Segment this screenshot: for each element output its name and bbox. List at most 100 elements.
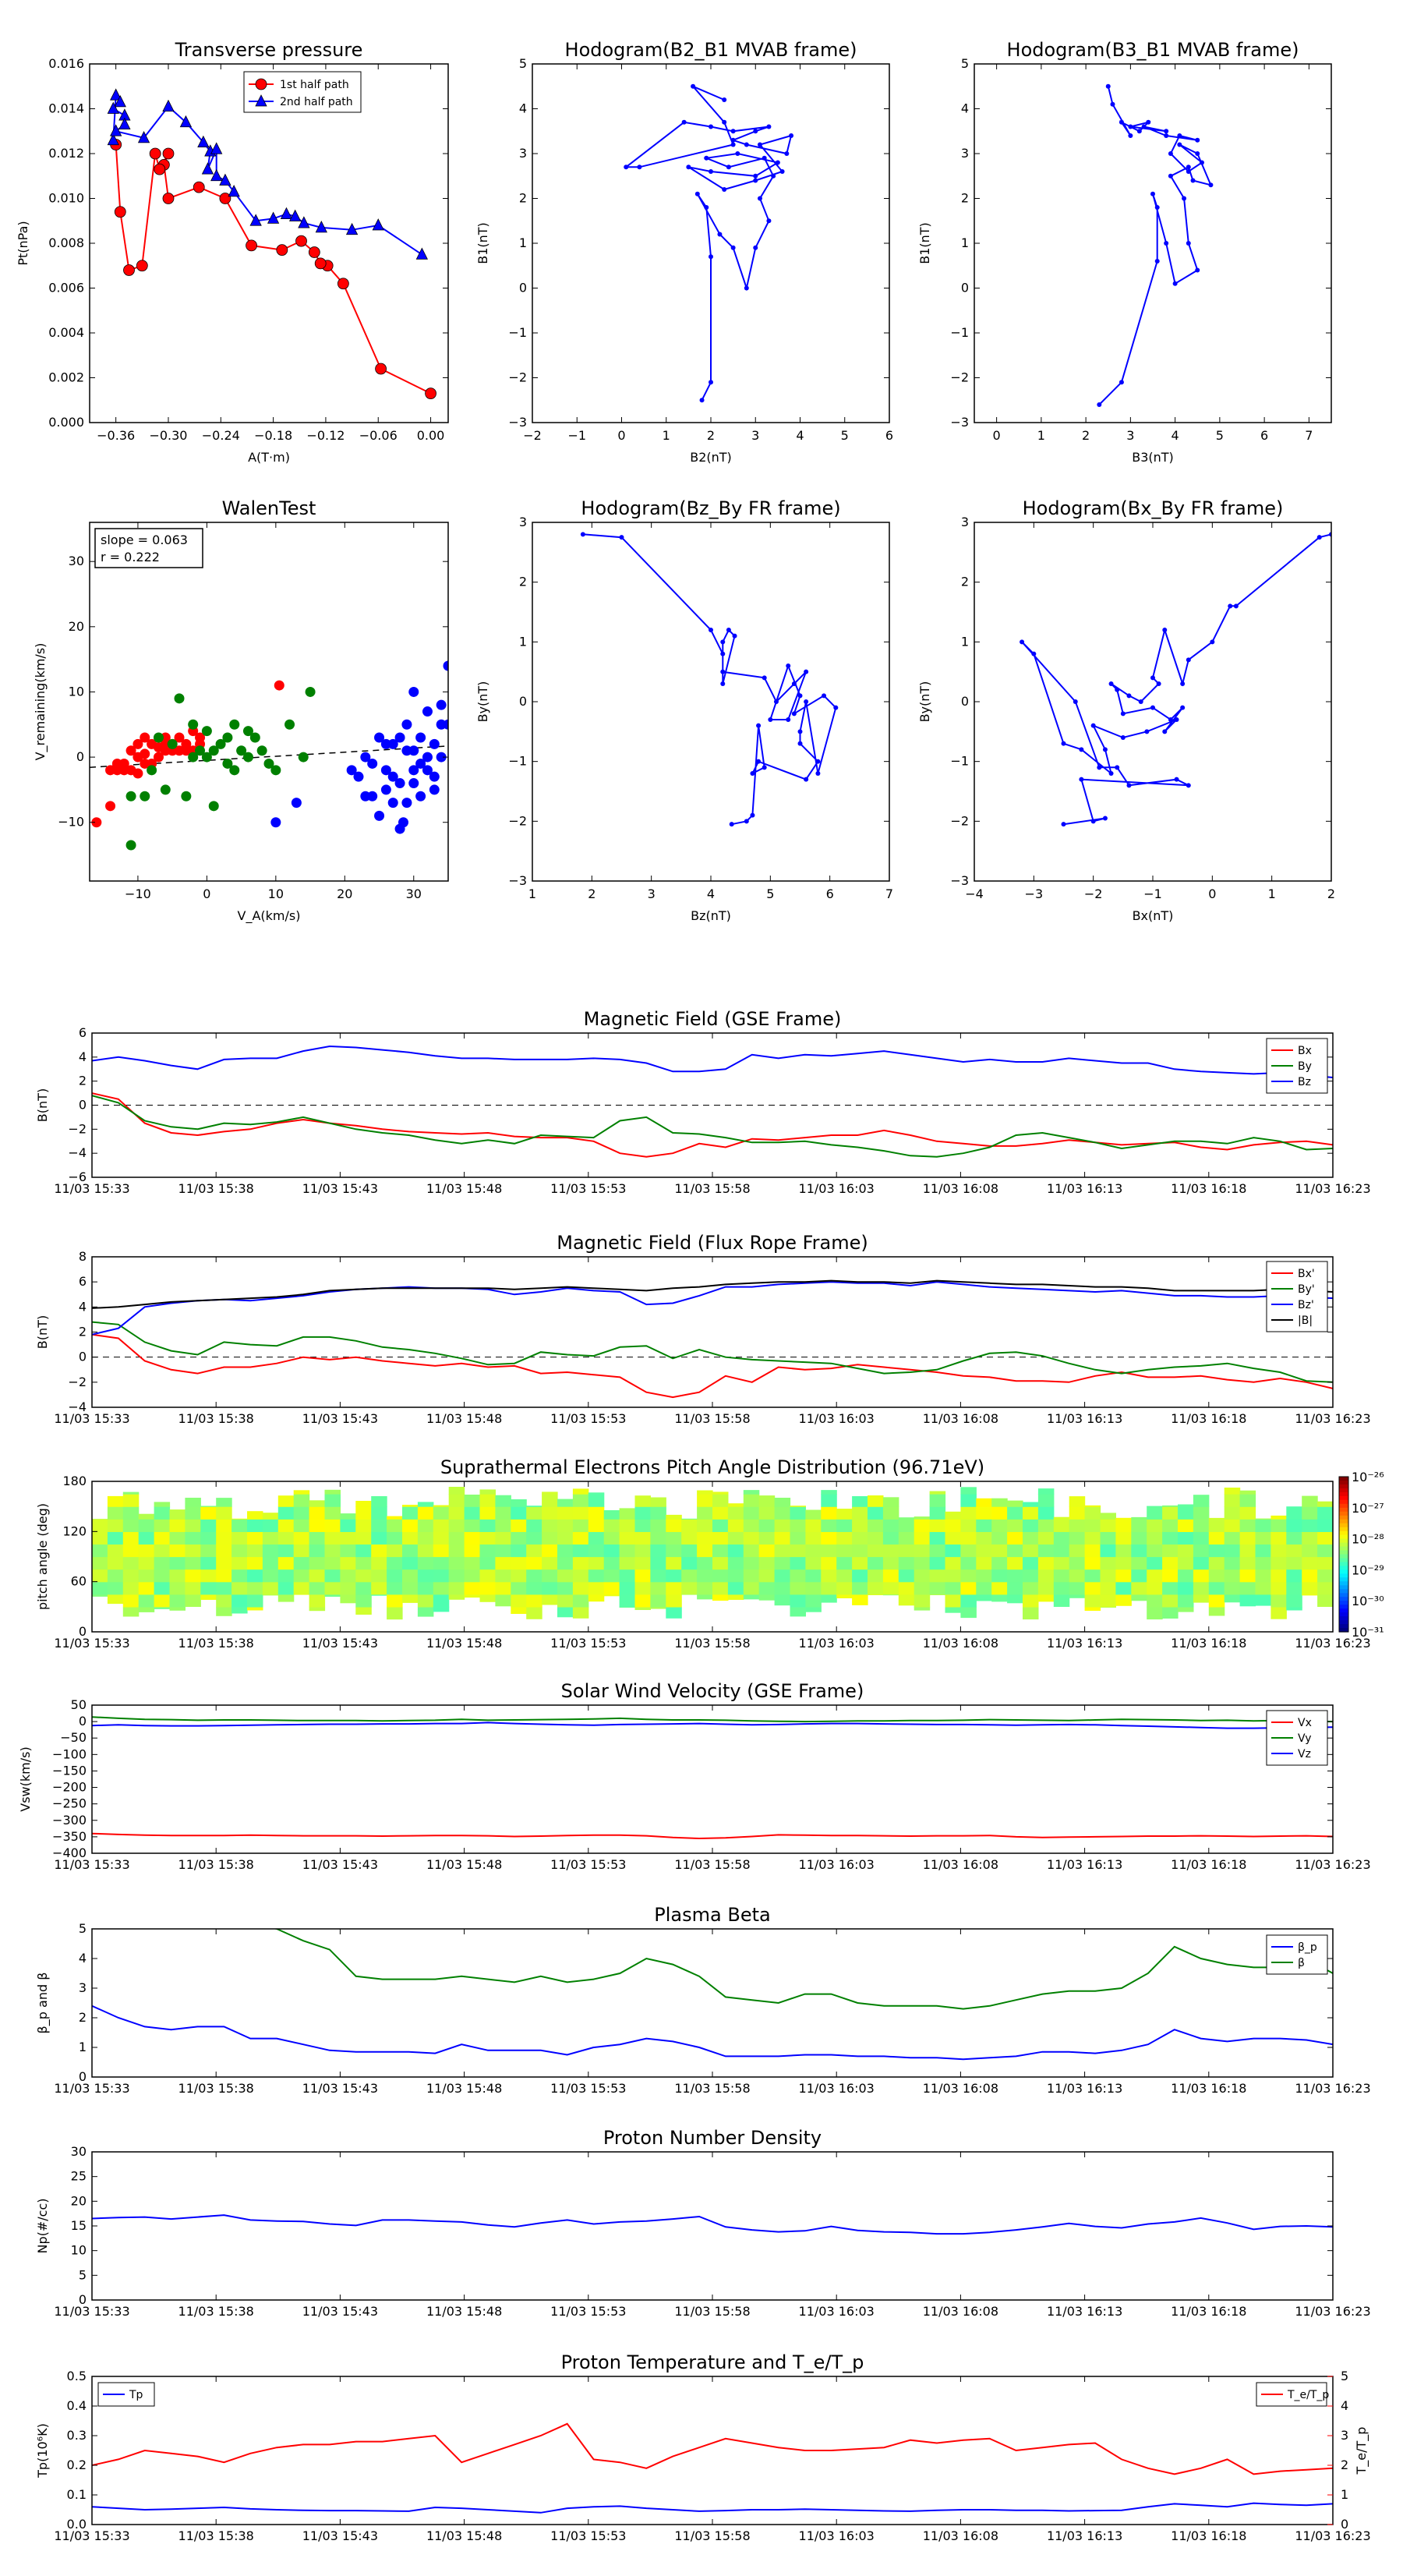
pad-cell <box>666 1544 682 1558</box>
pad-cell <box>758 1544 776 1558</box>
beta-time-label: 11/03 15:48 <box>426 2081 502 2096</box>
pt-series-0-point <box>123 264 135 276</box>
pad-cell <box>1069 1519 1086 1532</box>
pad-cell <box>122 1569 140 1583</box>
walen-series-2-point <box>443 660 448 671</box>
pad-cell <box>107 1531 124 1545</box>
pad-cell <box>324 1581 341 1595</box>
bfr-legend-label: By' <box>1298 1283 1315 1296</box>
pad-cell <box>743 1569 760 1583</box>
pad-cell <box>371 1519 387 1532</box>
pad-cell <box>681 1581 698 1595</box>
walen-xtick-label: 20 <box>337 886 352 901</box>
bfr-ytick-label: 4 <box>79 1299 87 1314</box>
vsw-time-label: 11/03 16:03 <box>799 1857 875 1872</box>
hodo1-ylabel: B1(nT) <box>475 222 490 264</box>
np-ytick-label: 25 <box>71 2169 87 2184</box>
walen-series-2-point <box>401 719 412 730</box>
bfr-ytick-label: 0 <box>79 1350 87 1364</box>
pad-cell <box>634 1569 651 1583</box>
tp-series-line-0 <box>92 2502 1333 2514</box>
hodo4-series-0-point <box>1180 705 1186 710</box>
pad-cell <box>945 1594 961 1608</box>
pad-cell <box>991 1531 1008 1545</box>
hodo1-series-0-point <box>753 173 758 179</box>
pad-cell <box>247 1544 263 1558</box>
pad-colorbar-step <box>1339 1511 1348 1516</box>
bfr-time-label: 11/03 15:38 <box>178 1411 254 1426</box>
hodo1-series-0-point <box>771 173 776 179</box>
walen-series-2-point <box>429 784 440 795</box>
pad-cell <box>1037 1519 1055 1532</box>
pad-cell <box>1007 1531 1023 1545</box>
pt-series-1-point <box>315 220 327 233</box>
hodo4-xtick-label: −1 <box>1143 886 1162 901</box>
pad-cell <box>154 1544 171 1558</box>
pad-cell <box>122 1519 140 1532</box>
pad-colorbar-step <box>1339 1616 1348 1621</box>
pad-cell <box>852 1569 868 1583</box>
pt-series-0-point <box>425 387 436 400</box>
hodo3-series-0-point <box>797 693 803 699</box>
pt-series-1-point <box>137 130 150 143</box>
pad-plot-area <box>92 1487 1333 1620</box>
pad-cell <box>790 1506 806 1520</box>
pad-cell <box>154 1531 171 1545</box>
pad-cell <box>557 1569 574 1583</box>
hodo4-plot-frame <box>974 522 1332 882</box>
pad-cell <box>712 1556 729 1570</box>
walen-series-2-point <box>422 765 433 776</box>
pad-cell <box>479 1489 496 1495</box>
pad-cell <box>774 1569 791 1583</box>
pad-cell <box>1317 1531 1333 1545</box>
pad-cell <box>588 1494 605 1507</box>
pad-cell <box>1193 1495 1210 1507</box>
pad-cell <box>200 1594 217 1600</box>
pad-cell <box>945 1581 961 1595</box>
pad-cell <box>1224 1494 1241 1507</box>
pad-cell <box>774 1531 791 1545</box>
bfr-ytick-label: 2 <box>79 1325 87 1339</box>
pad-cell <box>634 1531 651 1545</box>
beta-time-label: 11/03 15:38 <box>178 2081 254 2096</box>
pad-time-label: 11/03 15:58 <box>674 1636 750 1651</box>
vsw-time-label: 11/03 15:53 <box>550 1857 626 1872</box>
bgse-title: Magnetic Field (GSE Frame) <box>584 1008 842 1030</box>
pad-cell <box>991 1544 1008 1558</box>
pad-cell <box>1084 1606 1101 1611</box>
pad-cell <box>1037 1556 1055 1570</box>
pad-cell <box>697 1506 713 1520</box>
pad-cell <box>1084 1544 1101 1558</box>
hodo2-series-0-point <box>1119 119 1124 125</box>
pad-cell <box>743 1531 760 1545</box>
hodo2-series-0-point <box>1128 133 1133 138</box>
hodo3-series-0-point <box>786 663 791 668</box>
pad-cell <box>1317 1506 1333 1520</box>
walen-ytick-label: 0 <box>76 749 84 764</box>
pad-cell <box>805 1519 822 1532</box>
pad-cell <box>1178 1556 1194 1570</box>
pad-cell <box>247 1581 263 1595</box>
bgse-series-line-2 <box>92 1045 1333 1078</box>
pad-cell <box>262 1594 279 1596</box>
walen-series-2-point <box>387 798 398 809</box>
bfr-legend-label: Bx' <box>1298 1268 1315 1280</box>
pad-cell <box>572 1594 589 1608</box>
pad-cell <box>882 1531 899 1545</box>
pad-cell <box>247 1531 263 1545</box>
pad-cell <box>526 1506 542 1520</box>
pad-cell <box>231 1581 248 1595</box>
pad-cell <box>727 1569 744 1583</box>
pad-cell <box>1224 1531 1241 1545</box>
pad-time-label: 11/03 16:18 <box>1171 1636 1246 1651</box>
bgse-legend-label: Bx <box>1298 1045 1312 1057</box>
pad-cell <box>1115 1594 1132 1606</box>
pad-cell <box>1162 1581 1179 1595</box>
bgse-time-label: 11/03 15:38 <box>178 1181 254 1196</box>
pad-cell <box>1193 1569 1210 1583</box>
pad-cell <box>1286 1506 1302 1520</box>
bfr-time-label: 11/03 15:48 <box>426 1411 502 1426</box>
pt-ytick-label: 0.016 <box>48 56 84 71</box>
pad-cell <box>154 1502 171 1507</box>
pad-cell <box>1193 1544 1210 1558</box>
